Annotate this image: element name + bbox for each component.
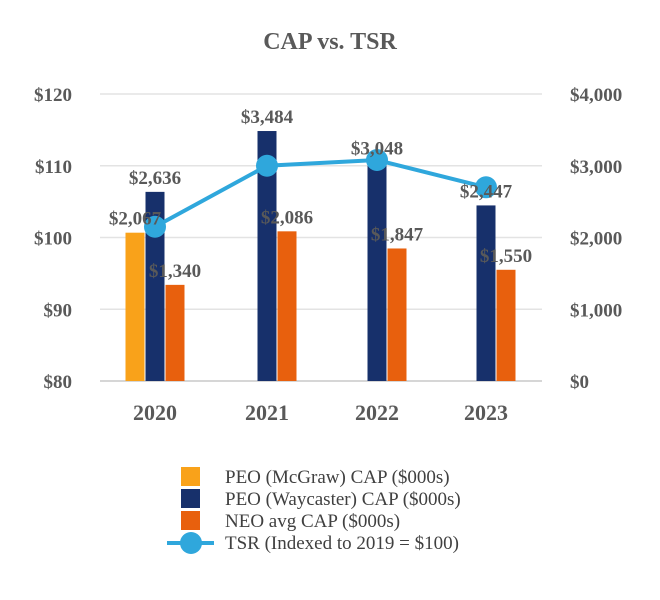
tsr-point-2021 [256, 154, 278, 177]
legend-swatch [181, 489, 200, 508]
bar-peo-waycaster-cap-000s--2020 [145, 191, 165, 381]
bar-neo-avg-cap-000s--2020 [165, 284, 185, 381]
left-tick-label: $100 [34, 229, 72, 250]
bar-neo-avg-cap-000s--2021 [277, 231, 297, 381]
bar-peo-waycaster-cap-000s--2023 [476, 205, 496, 381]
right-tick-label: $0 [570, 372, 589, 393]
legend-item: PEO (McGraw) CAP ($000s) [181, 467, 450, 488]
bar-neo-avg-cap-000s--2022 [387, 248, 407, 381]
left-tick-label: $90 [44, 300, 73, 321]
legend-label: PEO (Waycaster) CAP ($000s) [225, 489, 461, 510]
bars [125, 131, 516, 381]
legend-label: PEO (McGraw) CAP ($000s) [225, 467, 450, 488]
left-tick-label: $80 [44, 372, 73, 393]
bar-peo-mcgraw-cap-000s--2020 [125, 232, 145, 381]
data-labels: $2,067 $2,636 $3,484 $3,048 $2,447 $1,340 $2,0… [109, 107, 532, 282]
data-label: $1,847 [371, 224, 424, 245]
bar-peo-waycaster-cap-000s--2022 [367, 162, 387, 381]
right-tick-label: $2,000 [570, 229, 622, 250]
tsr-point-2023 [475, 176, 497, 199]
category-label-2020: 2020 [133, 400, 177, 425]
left-tick-label: $110 [35, 157, 72, 178]
data-label: $2,636 [129, 168, 181, 189]
tsr-point-2022 [366, 149, 388, 172]
right-axis-ticks: $0 $1,000 $2,000 $3,000 $4,000 [570, 85, 622, 393]
bar-neo-avg-cap-000s--2023 [496, 269, 516, 381]
category-label-2021: 2021 [245, 400, 289, 425]
data-label: $2,086 [261, 207, 313, 228]
bar-peo-waycaster-cap-000s--2021 [257, 131, 277, 381]
legend-label: TSR (Indexed to 2019 = $100) [225, 533, 459, 554]
legend-label: NEO avg CAP ($000s) [225, 511, 400, 532]
right-tick-label: $1,000 [570, 300, 622, 321]
legend: PEO (McGraw) CAP ($000s)PEO (Waycaster) … [167, 467, 461, 554]
category-label-2022: 2022 [355, 400, 399, 425]
data-label: $1,340 [149, 261, 201, 282]
right-tick-label: $3,000 [570, 157, 622, 178]
data-label: $3,048 [351, 138, 403, 159]
category-labels: 2020 2021 2022 2023 [133, 400, 508, 425]
category-label-2023: 2023 [464, 400, 508, 425]
legend-item: TSR (Indexed to 2019 = $100) [167, 532, 459, 554]
left-tick-label: $120 [34, 85, 72, 106]
tsr-line-path [154, 157, 487, 229]
legend-marker [180, 532, 202, 554]
right-tick-label: $4,000 [570, 85, 622, 106]
legend-item: NEO avg CAP ($000s) [181, 511, 400, 532]
legend-swatch [181, 467, 200, 486]
left-axis-ticks: $80 $90 $100 $110 $120 [34, 85, 72, 393]
chart-title: CAP vs. TSR [263, 29, 397, 55]
legend-swatch [181, 511, 200, 530]
data-label: $2,067 [109, 209, 162, 230]
data-label: $2,447 [460, 181, 513, 202]
tsr-point-2020 [144, 215, 166, 238]
data-label: $1,550 [480, 246, 532, 267]
tsr-line [144, 149, 497, 238]
legend-item: PEO (Waycaster) CAP ($000s) [181, 489, 461, 510]
data-label: $3,484 [241, 107, 294, 128]
